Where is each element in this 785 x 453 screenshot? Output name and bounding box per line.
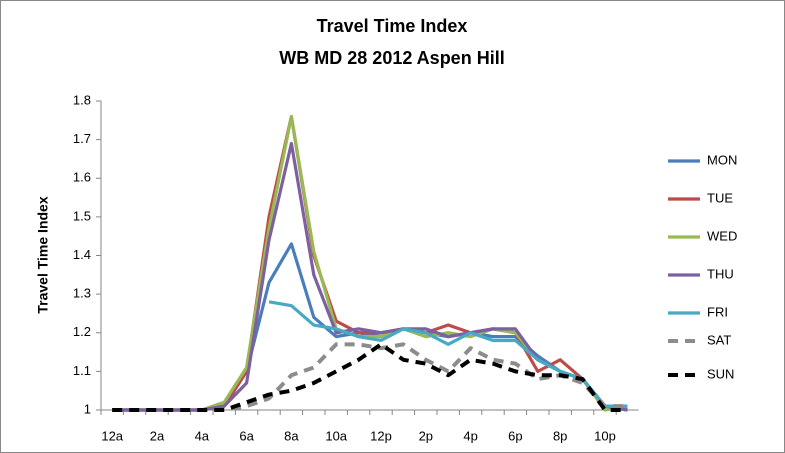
x-tick-label: 6a (239, 428, 254, 443)
legend-label: TUE (707, 190, 733, 205)
y-tick-label: 1.7 (73, 131, 91, 146)
series-line (268, 300, 628, 408)
y-axis-title: Travel Time Index (35, 196, 51, 313)
legend-label: SAT (707, 332, 731, 347)
y-tick-label: 1.5 (73, 208, 91, 223)
x-tick-label: 6p (508, 428, 522, 443)
y-tick-label: 1.3 (73, 286, 91, 301)
x-tick-label: 8p (553, 428, 567, 443)
chart-subtitle: WB MD 28 2012 Aspen Hill (279, 48, 504, 68)
x-tick-label: 10p (594, 428, 616, 443)
x-tick-label: 4a (195, 428, 210, 443)
y-tick-label: 1.2 (73, 324, 91, 339)
series-line (112, 342, 628, 412)
chart-title: Travel Time Index (317, 16, 468, 36)
legend-label: THU (707, 266, 734, 281)
legend-label: MON (707, 152, 737, 167)
x-tick-label: 8a (284, 428, 299, 443)
y-tick-label: 1.4 (73, 247, 91, 262)
x-tick-label: 12a (101, 428, 123, 443)
x-tick-label: 12p (370, 428, 392, 443)
x-tick-label: 2p (419, 428, 433, 443)
legend-label: SUN (707, 366, 734, 381)
y-tick-label: 1.1 (73, 363, 91, 378)
x-tick-label: 2a (150, 428, 165, 443)
legend-label: FRI (707, 304, 728, 319)
x-tick-label: 10a (325, 428, 347, 443)
y-tick-label: 1 (84, 401, 91, 416)
x-tick-label: 4p (463, 428, 477, 443)
y-tick-label: 1.6 (73, 170, 91, 185)
y-tick-label: 1.8 (73, 92, 91, 107)
legend-label: WED (707, 228, 737, 243)
